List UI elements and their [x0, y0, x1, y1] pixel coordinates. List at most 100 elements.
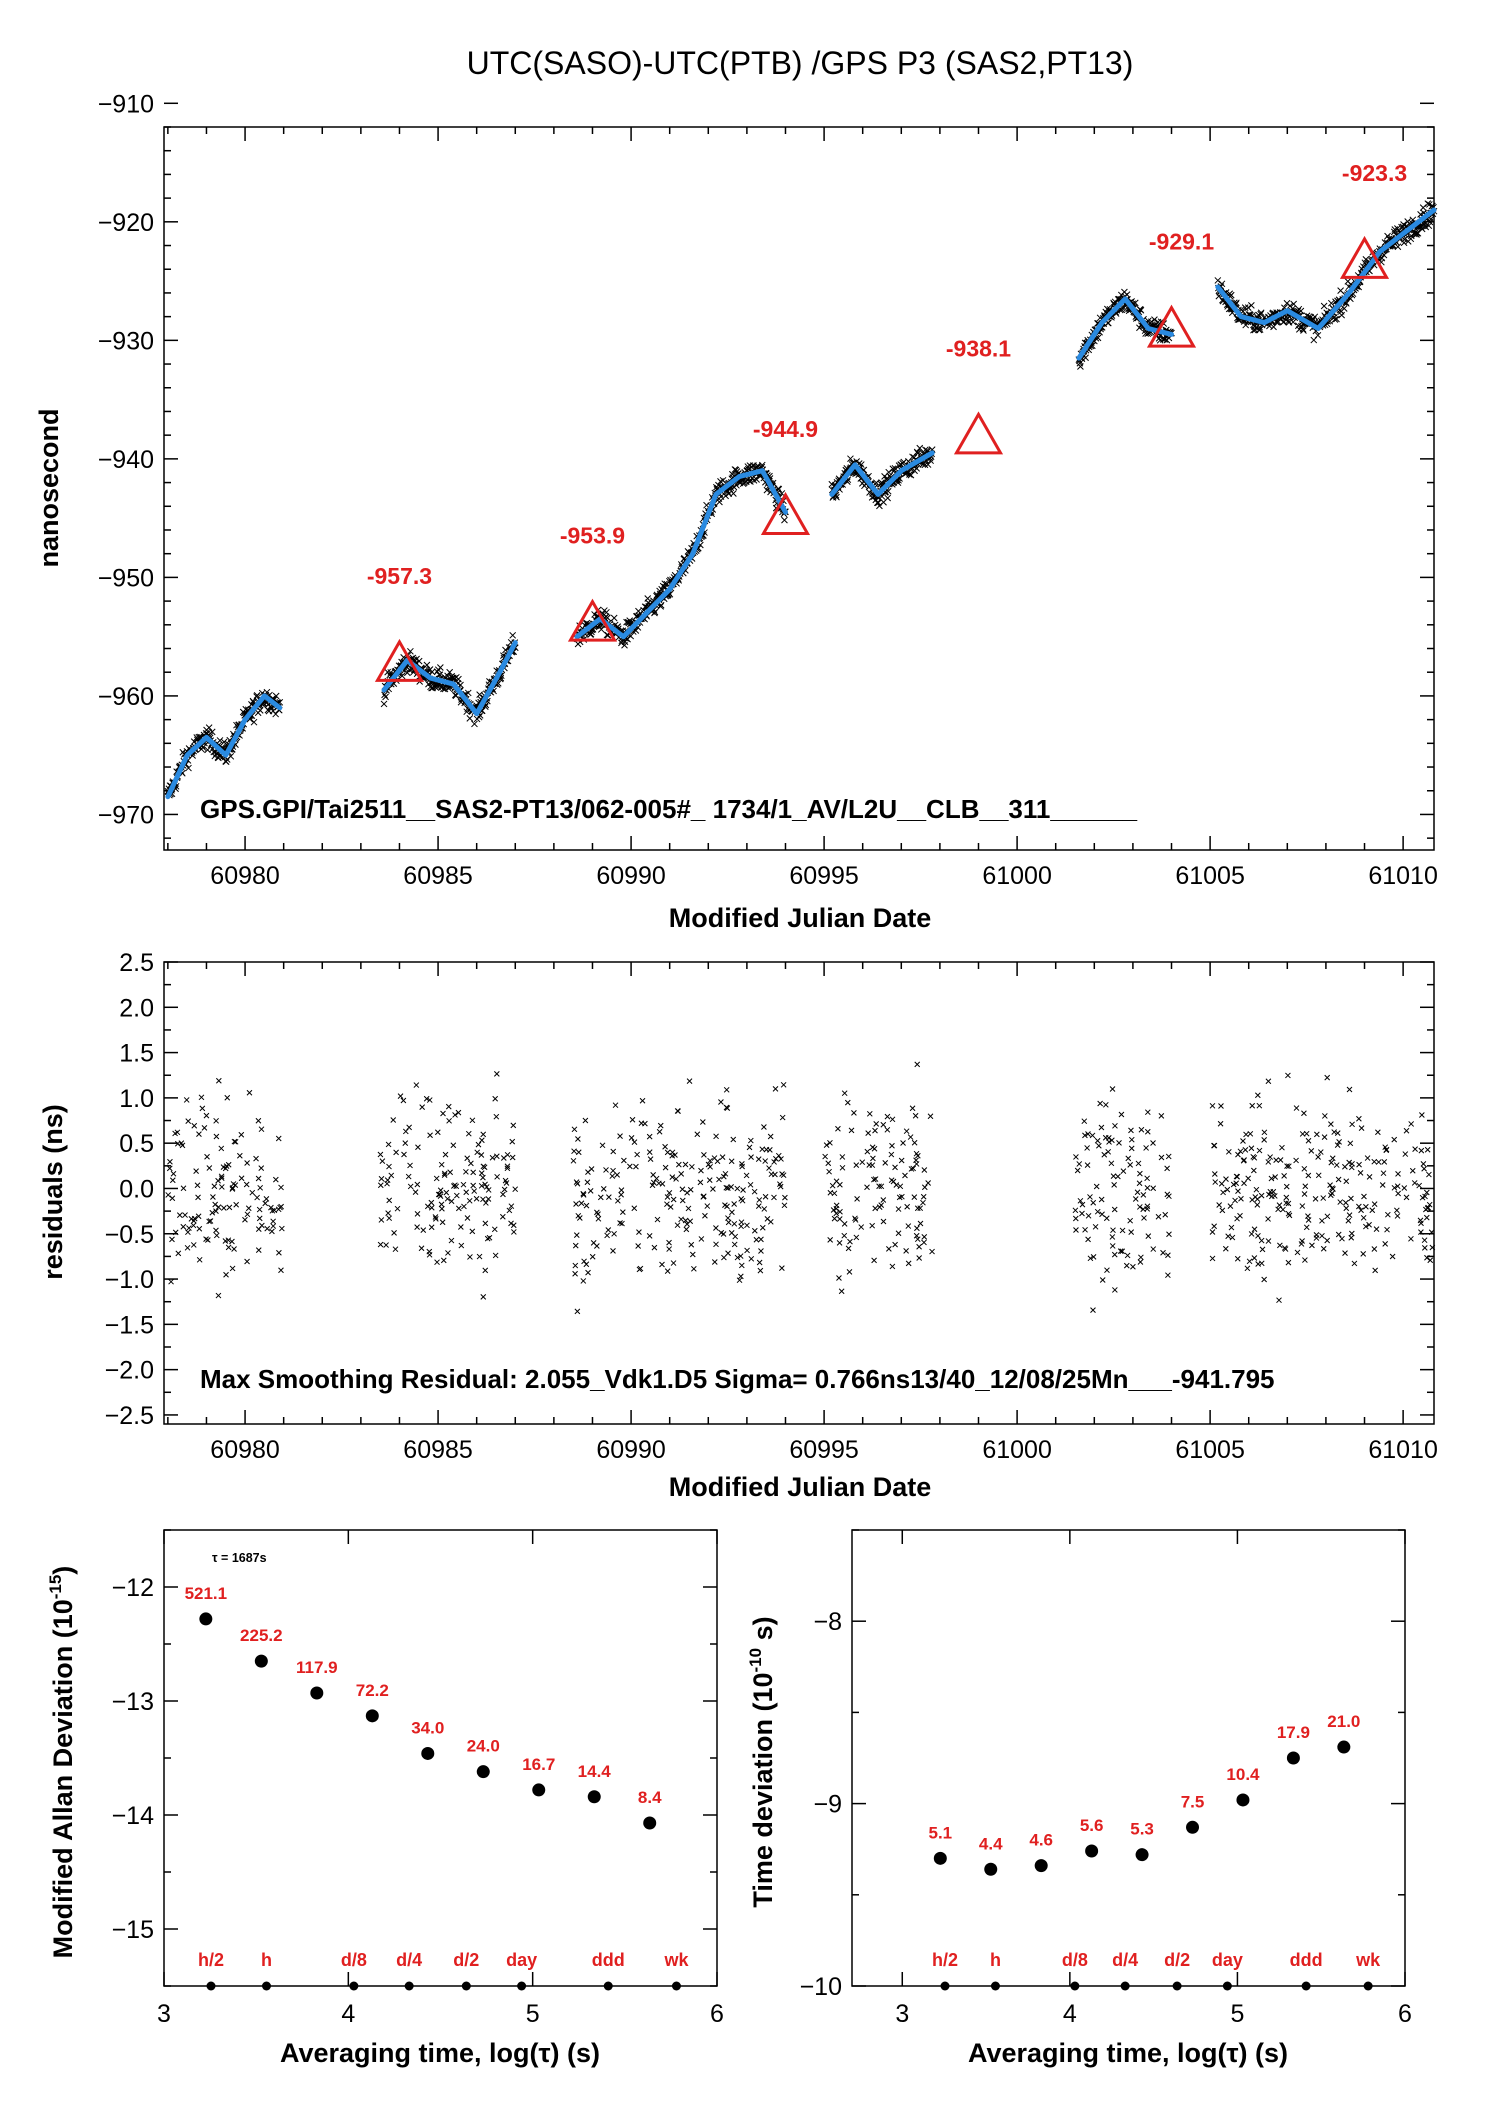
residual-point [725, 1185, 731, 1192]
residual-point [1421, 1237, 1428, 1244]
residual-point [761, 1124, 767, 1130]
residual-point [1145, 1233, 1152, 1240]
residual-point [432, 1214, 439, 1220]
deviation-point [1286, 1751, 1300, 1765]
deviation-point [199, 1612, 213, 1626]
residual-point [571, 1148, 577, 1155]
chart-title: UTC(SASO)-UTC(PTB) /GPS P3 (SAS2,PT13) [467, 45, 1134, 81]
residual-point [646, 1149, 653, 1156]
residual-point [478, 1170, 485, 1176]
calibration-label: -944.9 [753, 416, 818, 442]
timeseries-point [1297, 307, 1305, 315]
residual-point [1103, 1215, 1110, 1222]
residual-point [1084, 1162, 1091, 1169]
residual-point [1136, 1204, 1143, 1210]
residual-point [573, 1179, 580, 1185]
residual-point [606, 1194, 612, 1201]
residual-point [679, 1197, 686, 1204]
residual-point [1209, 1255, 1216, 1262]
residual-point [210, 1194, 216, 1200]
timeseries-point [873, 499, 881, 507]
smoothing-curve [165, 693, 283, 800]
residual-point [385, 1141, 392, 1148]
residual-point [1403, 1194, 1410, 1201]
residual-point [852, 1217, 859, 1223]
residual-point [1144, 1203, 1151, 1210]
residual-point [452, 1112, 458, 1118]
residual-point [229, 1265, 236, 1272]
residual-point [1393, 1207, 1400, 1214]
residual-point [702, 1212, 708, 1219]
y-tick-label: 2.0 [119, 994, 154, 1022]
residual-point [870, 1155, 876, 1162]
residual-point [882, 1160, 889, 1166]
residual-point [869, 1222, 876, 1229]
residual-point [397, 1093, 404, 1100]
residual-point [761, 1206, 768, 1212]
residual-point [610, 1167, 616, 1174]
residual-point [589, 1253, 596, 1260]
residual-point [1259, 1246, 1266, 1253]
residual-point [1212, 1179, 1219, 1185]
residual-point [1384, 1211, 1391, 1218]
residual-point [572, 1242, 579, 1249]
reference-point [404, 1981, 414, 1991]
residual-point [1251, 1226, 1258, 1233]
residual-point [762, 1193, 769, 1200]
residual-point [1342, 1250, 1348, 1256]
residual-point [1162, 1211, 1169, 1218]
residual-point [682, 1217, 689, 1224]
timeseries-point [403, 669, 411, 677]
deviation-label: 521.1 [185, 1584, 228, 1603]
residual-point [836, 1216, 843, 1222]
residual-point [1270, 1188, 1277, 1195]
residual-point [846, 1269, 853, 1275]
residual-point [1098, 1196, 1105, 1203]
residual-point [1245, 1175, 1252, 1182]
residual-point [888, 1151, 895, 1158]
residual-point [1098, 1124, 1105, 1131]
residual-point [684, 1189, 690, 1196]
residual-point [447, 1169, 454, 1176]
residual-point [725, 1250, 731, 1257]
residual-point [748, 1255, 755, 1262]
residual-point [475, 1141, 482, 1148]
residual-point [782, 1194, 788, 1201]
residual-point [1249, 1102, 1256, 1109]
residual-point [573, 1201, 579, 1207]
residual-point [758, 1236, 764, 1243]
residual-point [426, 1097, 433, 1103]
residual-point [1128, 1145, 1135, 1152]
residual-point [1277, 1157, 1284, 1163]
residual-point [673, 1176, 679, 1182]
residual-point [1276, 1202, 1283, 1208]
residual-point [1394, 1213, 1401, 1219]
residual-point [713, 1241, 719, 1248]
residual-point [1312, 1196, 1319, 1202]
deviation-label: 21.0 [1327, 1712, 1360, 1731]
residual-point [485, 1187, 492, 1193]
residual-point [213, 1117, 219, 1124]
residual-point [781, 1202, 788, 1209]
residual-point [256, 1215, 263, 1222]
reference-point [349, 1981, 359, 1991]
residual-point [1280, 1206, 1286, 1213]
deviation-point [1337, 1740, 1351, 1754]
residual-point [917, 1205, 924, 1212]
calibration-label: -923.3 [1342, 160, 1407, 186]
residual-point [636, 1229, 642, 1235]
residual-point [914, 1205, 921, 1212]
residual-point [482, 1181, 488, 1188]
residual-point [837, 1181, 843, 1188]
residual-point [618, 1191, 624, 1198]
residual-point [732, 1233, 739, 1240]
residual-point [599, 1142, 606, 1149]
residual-point [1327, 1182, 1333, 1188]
calibration-marker [953, 411, 1004, 455]
residual-point [1383, 1146, 1390, 1153]
residual-point [479, 1137, 485, 1144]
residual-point [489, 1154, 496, 1161]
y-tick-label: 2.5 [119, 949, 154, 977]
residual-point [597, 1194, 604, 1201]
residual-point [893, 1182, 900, 1188]
